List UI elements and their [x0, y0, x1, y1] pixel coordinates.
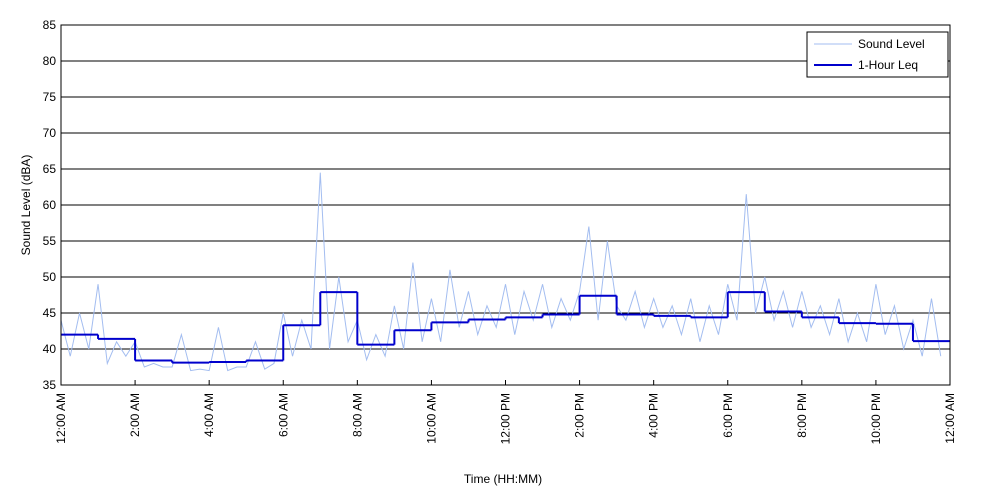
x-axis-label: Time (HH:MM) — [464, 472, 542, 486]
x-tick-label: 12:00 AM — [54, 393, 68, 444]
legend-label: 1-Hour Leq — [858, 58, 918, 72]
x-tick-label: 12:00 AM — [943, 393, 957, 444]
x-tick-label: 2:00 AM — [128, 393, 142, 437]
y-tick-label: 35 — [43, 378, 57, 392]
sound-level-line — [60, 172, 942, 372]
legend-label: Sound Level — [858, 37, 925, 51]
plot-frame — [60, 24, 951, 386]
x-tick-label: 10:00 PM — [869, 393, 883, 444]
x-tick-label: 2:00 PM — [573, 393, 587, 438]
x-tick-label: 6:00 AM — [276, 393, 290, 437]
y-tick-label: 50 — [43, 270, 57, 284]
y-tick-label: 75 — [43, 90, 57, 104]
x-tick-label: 8:00 AM — [350, 393, 364, 437]
y-tick-label: 60 — [43, 198, 57, 212]
y-tick-label: 55 — [43, 234, 57, 248]
y-tick-label: 65 — [43, 162, 57, 176]
legend-box — [806, 31, 949, 78]
y-tick-label: 45 — [43, 306, 57, 320]
y-tick-label: 70 — [43, 126, 57, 140]
x-tick-label: 12:00 PM — [499, 393, 513, 444]
x-tick-label: 4:00 PM — [647, 393, 661, 438]
y-tick-label: 40 — [43, 342, 57, 356]
x-tick-label: 10:00 AM — [424, 393, 438, 444]
x-tick-label: 8:00 PM — [795, 393, 809, 438]
x-tick-label: 4:00 AM — [202, 393, 216, 437]
y-tick-label: 85 — [43, 18, 57, 32]
y-axis-label: Sound Level (dBA) — [19, 155, 33, 256]
y-tick-label: 80 — [43, 54, 57, 68]
x-tick-label: 6:00 PM — [721, 393, 735, 438]
